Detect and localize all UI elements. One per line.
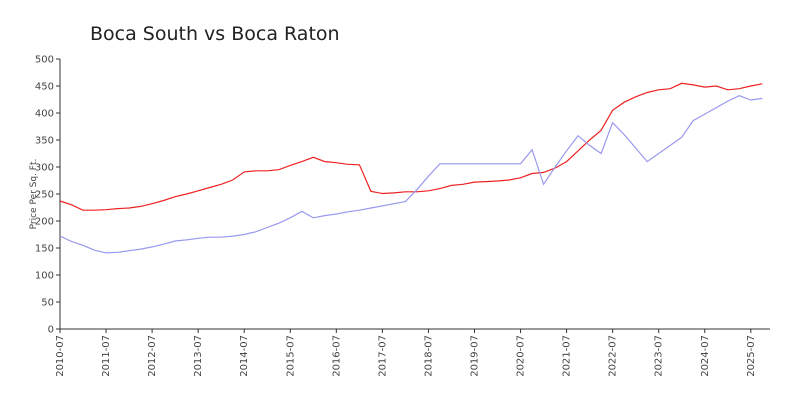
chart-title: Boca South vs Boca Raton xyxy=(90,23,340,45)
y-tick-label: 100 xyxy=(35,271,54,282)
x-tick-label: 2021-07 xyxy=(562,335,573,377)
y-tick-label: 50 xyxy=(41,298,54,309)
x-tick-label: 2024-07 xyxy=(700,335,711,377)
y-tick-label: 250 xyxy=(35,190,54,201)
y-tick-label: 350 xyxy=(35,136,54,147)
x-tick-label: 2012-07 xyxy=(147,335,158,377)
x-tick-label: 2016-07 xyxy=(331,335,342,377)
y-tick-label: 200 xyxy=(35,217,54,228)
x-tick-label: 2025-07 xyxy=(746,335,757,377)
x-tick-label: 2011-07 xyxy=(101,335,112,377)
x-tick-label: 2023-07 xyxy=(654,335,665,377)
y-tick-label: 150 xyxy=(35,244,54,255)
x-tick-label: 2010-07 xyxy=(55,335,66,377)
x-tick-label: 2018-07 xyxy=(423,335,434,377)
y-axis-label: Price Per Sq. Ft. xyxy=(29,159,39,230)
data-line xyxy=(59,82,763,211)
x-tick-label: 2015-07 xyxy=(285,335,296,377)
data-line xyxy=(59,95,763,254)
x-tick-label: 2014-07 xyxy=(239,335,250,377)
x-tick-label: 2013-07 xyxy=(193,335,204,377)
y-tick-label: 400 xyxy=(35,109,54,120)
y-tick-label: 0 xyxy=(48,325,54,336)
x-tick-label: 2019-07 xyxy=(469,335,480,377)
y-tick-label: 450 xyxy=(35,82,54,93)
y-tick-label: 500 xyxy=(35,55,54,66)
x-tick-label: 2017-07 xyxy=(377,335,388,377)
x-tick-label: 2020-07 xyxy=(516,335,527,377)
x-tick-label: 2022-07 xyxy=(608,335,619,377)
y-tick-label: 300 xyxy=(35,163,54,174)
